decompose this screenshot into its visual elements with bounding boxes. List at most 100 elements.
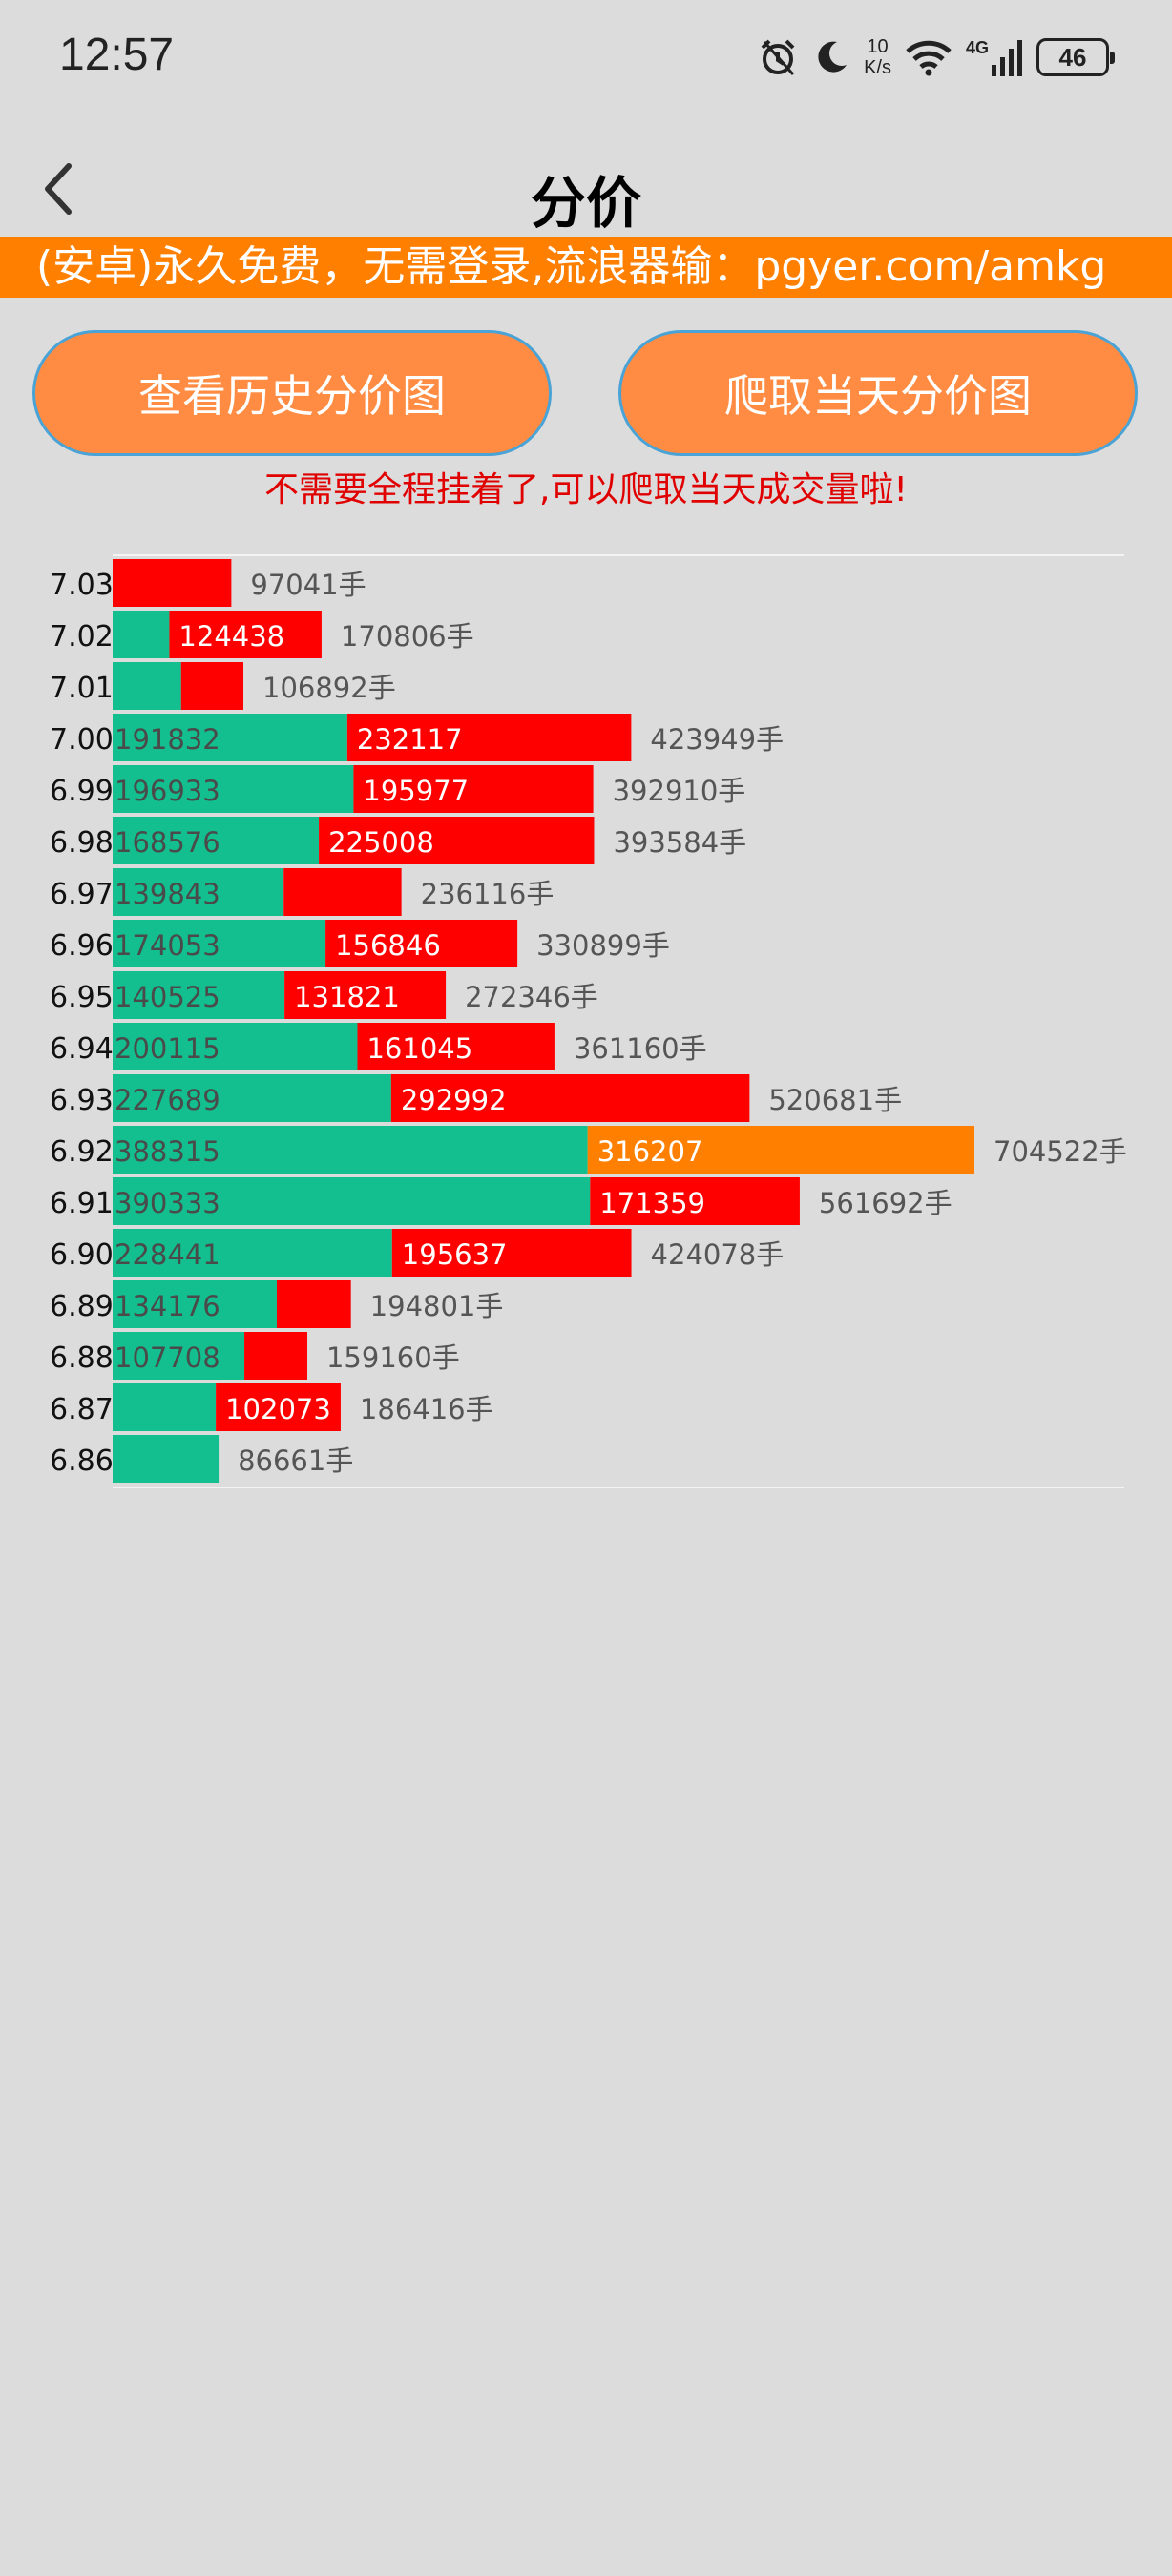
network-type: 4G (965, 38, 989, 57)
buy-volume-bar (113, 611, 170, 658)
buy-volume-label: 227689 (115, 1084, 220, 1116)
sell-volume-label: 161045 (366, 1032, 472, 1065)
sell-volume-bar (284, 971, 447, 1019)
sell-volume-label: 131821 (294, 981, 400, 1013)
sell-volume-bar (357, 1023, 555, 1070)
price-label: 6.94 (50, 1032, 114, 1066)
total-volume-label: 392910手 (613, 775, 746, 807)
wifi-icon (906, 40, 952, 76)
price-label: 6.91 (50, 1187, 114, 1220)
buy-volume-label: 388315 (115, 1135, 220, 1168)
price-label: 6.96 (50, 929, 114, 963)
buy-volume-label: 139843 (115, 878, 220, 910)
price-label: 6.97 (50, 878, 114, 911)
sell-volume-bar (276, 1280, 351, 1328)
signal-group: 4G (966, 38, 1023, 76)
price-label: 7.03 (50, 569, 114, 602)
buy-volume-bar (113, 1332, 245, 1380)
buy-volume-bar (113, 1023, 358, 1070)
sell-volume-label: 102073 (225, 1393, 331, 1425)
sell-volume-label: 156846 (335, 929, 441, 962)
price-label: 6.86 (50, 1444, 114, 1478)
sell-volume-label: 316207 (597, 1135, 703, 1168)
sell-volume-label: 232117 (357, 723, 463, 756)
buy-volume-bar (113, 1383, 217, 1431)
net-speed-unit: K/s (864, 57, 891, 78)
buy-volume-bar (113, 662, 181, 710)
buy-volume-label: 200115 (115, 1032, 220, 1065)
max-volume-bar (587, 1126, 974, 1174)
buy-volume-bar (113, 920, 326, 967)
sell-volume-label: 195977 (363, 775, 469, 807)
price-label: 6.89 (50, 1290, 114, 1323)
price-label: 7.02 (50, 620, 114, 654)
sell-volume-bar (325, 920, 518, 967)
price-label: 7.00 (50, 723, 114, 757)
total-volume-label: 330899手 (536, 929, 670, 962)
back-button[interactable] (29, 158, 86, 219)
chart-svg: 7.03 97041手 7.02 124438 170806手 7.01 106892手 7.… (50, 554, 1127, 1489)
price-label: 6.87 (50, 1393, 114, 1426)
total-volume-label: 520681手 (768, 1084, 902, 1116)
net-speed-value: 10 (867, 36, 889, 57)
buy-volume-bar (113, 1229, 392, 1277)
sell-volume-bar (244, 1332, 307, 1380)
status-icons: 10 K/s 4G 46 (757, 31, 1115, 84)
sell-volume-bar (216, 1383, 341, 1431)
buy-volume-label: 196933 (115, 775, 220, 807)
view-history-button[interactable]: 查看历史分价图 (32, 330, 552, 456)
total-volume-label: 97041手 (250, 569, 366, 601)
buy-volume-label: 390333 (115, 1187, 220, 1219)
sell-volume-bar (319, 817, 595, 864)
sell-volume-label: 292992 (401, 1084, 507, 1116)
buy-volume-bar (113, 817, 320, 864)
total-volume-label: 170806手 (341, 620, 474, 653)
total-volume-label: 186416手 (360, 1393, 493, 1425)
total-volume-label: 704522手 (994, 1135, 1127, 1168)
buy-volume-bar (113, 971, 285, 1019)
buy-volume-label: 191832 (115, 723, 220, 756)
buy-volume-bar (113, 1177, 591, 1225)
sell-volume-bar (390, 1074, 750, 1122)
total-volume-label: 272346手 (465, 981, 598, 1013)
price-label: 6.99 (50, 775, 114, 808)
status-bar: 12:57 10 K/s 4G (0, 0, 1172, 118)
buy-volume-bar (113, 1435, 220, 1483)
buy-volume-bar (113, 765, 354, 813)
sell-volume-label: 171359 (599, 1187, 705, 1219)
total-volume-label: 159160手 (326, 1341, 460, 1374)
sell-volume-bar (180, 662, 244, 710)
battery-icon: 46 (1036, 38, 1115, 76)
battery-level: 46 (1058, 42, 1087, 72)
price-label: 6.98 (50, 826, 114, 860)
buy-volume-label: 228441 (115, 1238, 220, 1271)
buy-volume-bar (113, 714, 347, 761)
status-time: 12:57 (59, 30, 175, 80)
total-volume-label: 194801手 (370, 1290, 504, 1322)
total-volume-label: 361160手 (574, 1032, 707, 1065)
sell-volume-bar (590, 1177, 800, 1225)
sell-volume-bar (113, 559, 232, 607)
buy-volume-bar (113, 1280, 277, 1328)
signal-icon (992, 40, 1022, 76)
total-volume-label: 236116手 (421, 878, 555, 910)
price-label: 7.01 (50, 672, 114, 705)
price-label: 6.90 (50, 1238, 114, 1272)
crawl-today-button[interactable]: 爬取当天分价图 (618, 330, 1138, 456)
sell-volume-bar (391, 1229, 632, 1277)
price-label: 6.92 (50, 1135, 114, 1169)
buy-volume-label: 174053 (115, 929, 220, 962)
buy-volume-bar (113, 1126, 588, 1174)
price-label: 6.95 (50, 981, 114, 1014)
sell-volume-label: 225008 (328, 826, 434, 859)
total-volume-label: 393584手 (613, 826, 746, 859)
net-speed: 10 K/s (864, 36, 891, 78)
buy-volume-label: 134176 (115, 1290, 220, 1322)
total-volume-label: 561692手 (819, 1187, 952, 1219)
sell-volume-label: 195637 (402, 1238, 508, 1271)
page-title: 分价 (530, 171, 641, 236)
sell-volume-bar (346, 714, 632, 761)
total-volume-label: 106892手 (262, 672, 396, 704)
price-label: 6.88 (50, 1341, 114, 1375)
buy-volume-label: 107708 (115, 1341, 220, 1374)
